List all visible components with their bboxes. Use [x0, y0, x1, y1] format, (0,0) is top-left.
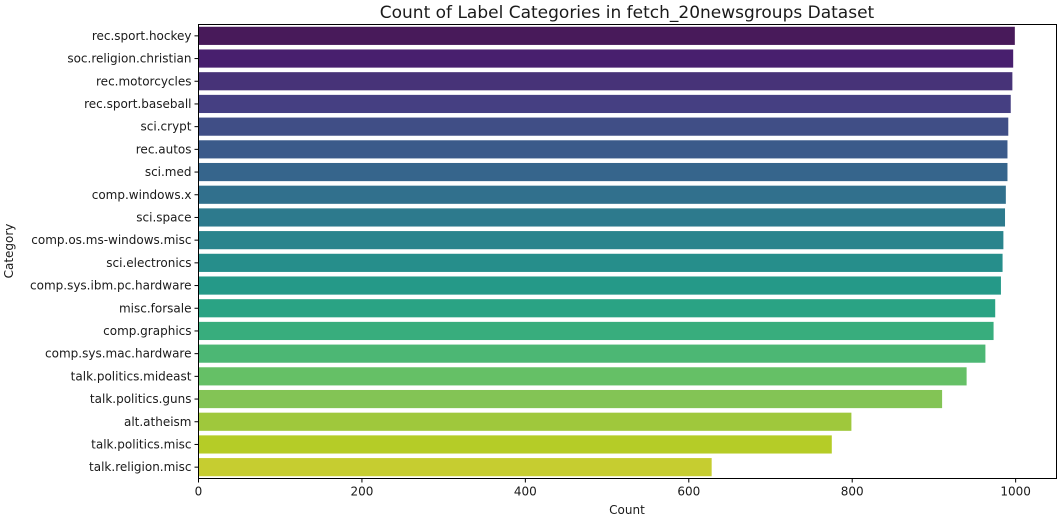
chart-title: Count of Label Categories in fetch_20new… [380, 3, 875, 23]
y-axis-label: Category [2, 224, 16, 279]
bar [198, 299, 996, 318]
bar [198, 231, 1004, 250]
bar [198, 389, 943, 409]
bar [198, 140, 1008, 159]
y-tick-labels: rec.sport.hockey soc.religion.christian re… [30, 29, 199, 474]
bar [198, 49, 1014, 68]
bars-group [198, 26, 1015, 477]
x-tick-label: 1000 [1000, 485, 1031, 499]
x-tick-label: 400 [514, 485, 537, 499]
y-tick-label: talk.religion.misc [89, 460, 191, 474]
x-tick-label: 600 [677, 485, 700, 499]
bar [198, 276, 1001, 295]
y-tick-label: sci.crypt [141, 120, 192, 134]
y-tick-label: sci.space [136, 210, 191, 224]
bar [198, 435, 832, 454]
bar [198, 321, 994, 341]
bar [198, 26, 1015, 45]
y-tick-label: rec.sport.baseball [84, 97, 191, 111]
y-tick-label: comp.os.ms-windows.misc [31, 233, 191, 247]
bar [198, 72, 1013, 91]
y-tick-label: sci.electronics [106, 256, 191, 270]
plot-frame [198, 24, 1057, 479]
bar [198, 253, 1003, 272]
x-tick-label: 0 [195, 485, 203, 499]
bar [198, 367, 967, 386]
y-tick-label: talk.politics.misc [91, 437, 191, 451]
y-tick-label: rec.motorcycles [96, 74, 191, 88]
y-tick-label: misc.forsale [119, 301, 192, 315]
bar [198, 412, 852, 431]
bar [198, 117, 1009, 136]
x-tick-labels: 0 200 400 600 800 1000 [195, 478, 1031, 499]
bar [198, 162, 1008, 182]
x-tick-label: 200 [350, 485, 373, 499]
bar [198, 208, 1006, 227]
y-tick-label: rec.sport.hockey [92, 29, 192, 43]
y-tick-label: soc.religion.christian [67, 52, 191, 66]
y-tick-label: alt.atheism [124, 415, 192, 429]
y-tick-label: comp.windows.x [92, 188, 192, 202]
x-axis-label: Count [609, 503, 645, 517]
bar [198, 185, 1006, 204]
bar [198, 458, 712, 477]
bar [198, 94, 1011, 114]
x-tick-label: 800 [841, 485, 864, 499]
bar [198, 344, 986, 363]
y-tick-label: comp.graphics [103, 324, 191, 338]
y-tick-label: sci.med [145, 165, 192, 179]
y-tick-label: comp.sys.ibm.pc.hardware [30, 279, 191, 293]
y-tick-label: rec.autos [136, 142, 192, 156]
y-tick-label: comp.sys.mac.hardware [45, 347, 191, 361]
y-tick-label: talk.politics.guns [90, 392, 192, 406]
y-tick-label: talk.politics.mideast [71, 369, 192, 383]
